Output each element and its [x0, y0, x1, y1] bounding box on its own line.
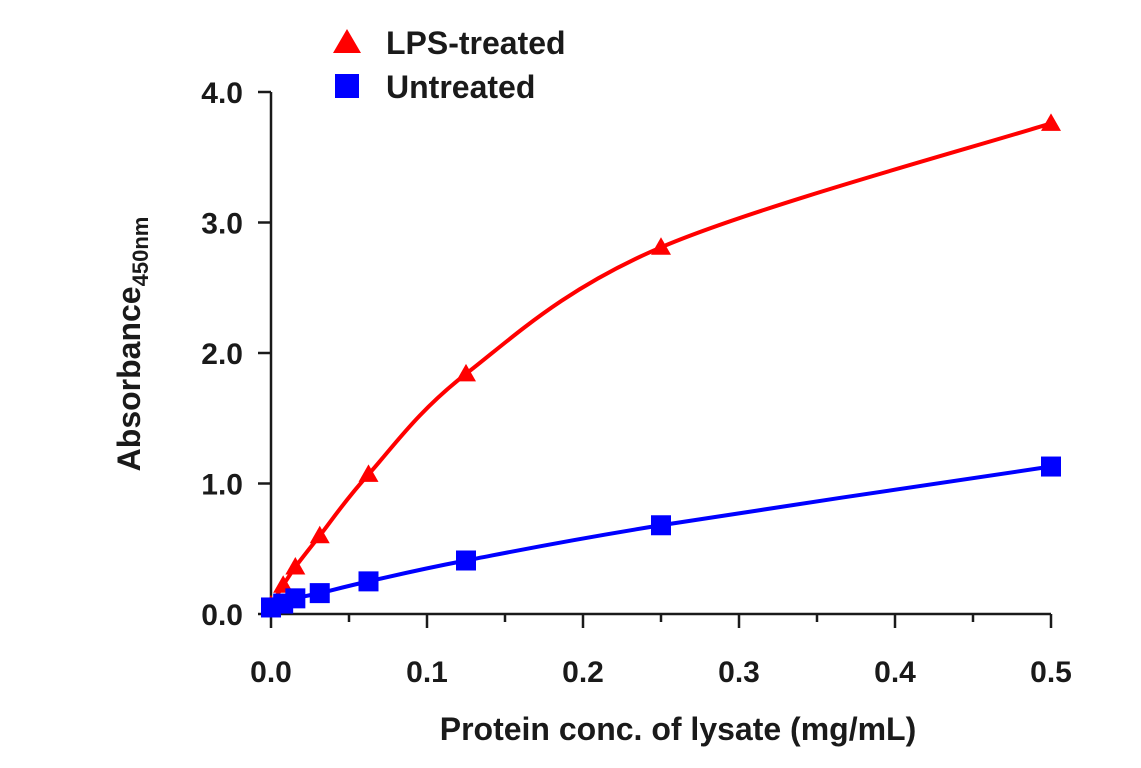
series-line — [270, 464, 1052, 610]
data-point-triangle — [456, 363, 476, 382]
y-tick-label: 1.0 — [201, 469, 243, 502]
legend-label: Untreated — [386, 69, 535, 105]
x-axis-title: Protein conc. of lysate (mg/mL) — [440, 711, 917, 747]
data-point-triangle — [285, 557, 306, 575]
x-tick-label: 0.1 — [406, 656, 448, 689]
data-point-square — [1041, 456, 1061, 477]
y-tick-label: 0.0 — [201, 599, 243, 632]
series-line — [269, 121, 1052, 606]
x-tick-label: 0.0 — [250, 656, 292, 689]
data-point-square — [358, 571, 379, 592]
legend: LPS-treated Untreated — [333, 25, 566, 105]
legend-marker-triangle — [333, 29, 361, 53]
data-point-square — [309, 583, 330, 604]
data-point-square — [651, 515, 671, 536]
y-tick-label: 2.0 — [201, 338, 243, 371]
x-tick-label: 0.4 — [874, 656, 916, 689]
data-point-triangle — [358, 464, 379, 482]
legend-item: Untreated — [335, 69, 535, 105]
y-axis-title: Absorbance450nm — [111, 217, 153, 472]
ticks: 0.0 1.0 2.0 3.0 4.0 0.0 0.1 0.2 0.3 0.4 0.5 — [201, 77, 1072, 689]
y-axis-title-main: Absorbance — [111, 286, 147, 471]
legend-item: LPS-treated — [333, 25, 566, 61]
x-tick-label: 0.2 — [562, 656, 604, 689]
series-1 — [261, 113, 1061, 613]
data-point-square — [456, 550, 476, 571]
series-layer — [261, 113, 1061, 618]
y-tick-label: 4.0 — [201, 77, 243, 110]
data-point-triangle — [1041, 113, 1061, 131]
legend-marker-square — [335, 74, 359, 98]
data-point-triangle — [309, 525, 330, 544]
data-point-triangle — [651, 237, 671, 255]
x-tick-label: 0.3 — [718, 656, 760, 689]
data-point-square — [285, 588, 306, 609]
legend-label: LPS-treated — [386, 25, 566, 61]
series-2 — [261, 456, 1061, 618]
axes — [269, 92, 1051, 616]
y-axis-title-subscript: 450nm — [128, 217, 153, 287]
y-tick-label: 3.0 — [201, 208, 243, 241]
x-tick-label: 0.5 — [1030, 656, 1072, 689]
